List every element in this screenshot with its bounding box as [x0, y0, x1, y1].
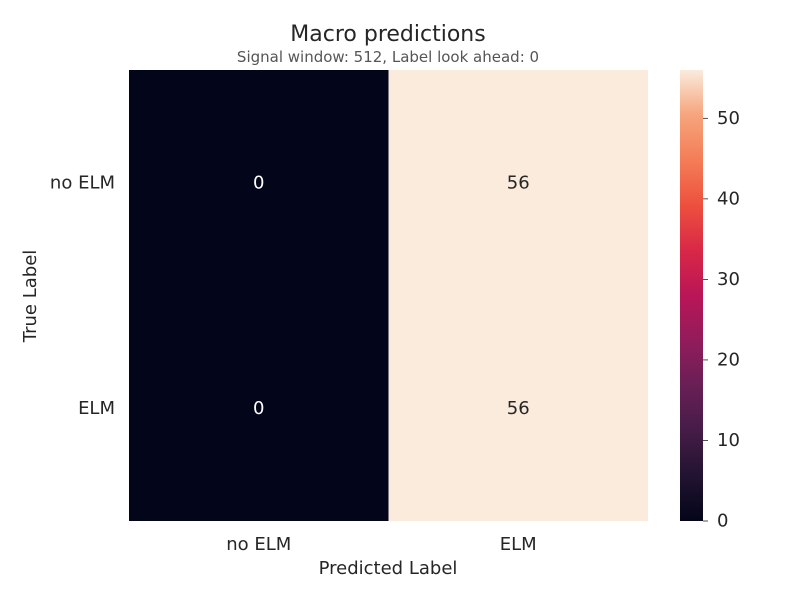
- colorbar-tick-label: 0: [717, 511, 728, 532]
- heatmap-cell: [129, 70, 389, 296]
- x-tick-label: ELM: [500, 534, 537, 555]
- heatmap-cell: [388, 295, 648, 521]
- colorbar-tick-label: 40: [717, 188, 740, 209]
- heatmap-cell-value: 0: [253, 398, 264, 419]
- heatmap-cell-labels: 0 56 0 56: [253, 172, 530, 419]
- heatmap-cell: [129, 295, 389, 521]
- y-axis-label: True Label: [20, 250, 41, 344]
- colorbar-tick-label: 20: [717, 349, 740, 370]
- colorbar-tick-label: 10: [717, 430, 740, 451]
- colorbar: [680, 70, 703, 521]
- chart-subtitle: Signal window: 512, Label look ahead: 0: [237, 48, 539, 66]
- heatmap-cells: [129, 70, 648, 521]
- x-axis-label: Predicted Label: [319, 558, 458, 579]
- heatmap-cell-value: 0: [253, 172, 264, 193]
- colorbar-tick-label: 30: [717, 269, 740, 290]
- heatmap-cell-value: 56: [507, 398, 530, 419]
- heatmap-cell: [388, 70, 648, 296]
- chart-title: Macro predictions: [290, 22, 485, 47]
- y-tick-label: ELM: [78, 398, 115, 419]
- colorbar-ticks: 0 10 20 30 40 50: [703, 108, 740, 532]
- heatmap-cell-value: 56: [507, 172, 530, 193]
- y-tick-labels: no ELM ELM: [50, 172, 115, 419]
- x-tick-label: no ELM: [226, 534, 291, 555]
- x-tick-labels: no ELM ELM: [226, 534, 537, 555]
- colorbar-tick-label: 50: [717, 108, 740, 129]
- y-tick-label: no ELM: [50, 172, 115, 193]
